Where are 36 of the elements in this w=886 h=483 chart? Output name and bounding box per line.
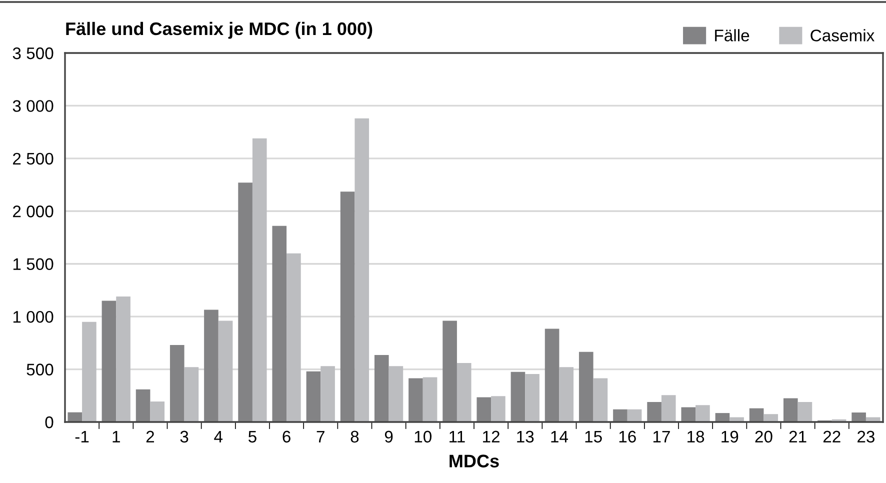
x-tick-label: 1 [112, 430, 120, 442]
x-tick-label: 4 [214, 430, 223, 442]
y-tick-label: 1 500 [13, 258, 54, 270]
y-tick-label: 0 [45, 416, 54, 428]
y-tick-label: 2 000 [13, 206, 54, 218]
chart-title: Fälle und Casemix je MDC (in 1 000) [66, 22, 372, 39]
x-tick-label: 8 [350, 430, 359, 443]
x-tick-label: 3 [180, 430, 188, 443]
x-tick-label: 11 [450, 430, 465, 442]
legend-label: Casemix [810, 29, 874, 42]
x-tick-label: 17 [653, 430, 670, 442]
x-tick-label: 19 [722, 430, 738, 443]
x-tick-label: 2 [146, 430, 154, 442]
y-tick-label: 500 [26, 364, 54, 376]
x-axis-title: MDCs [450, 454, 499, 468]
x-tick-label: 9 [384, 430, 393, 443]
x-tick-label: 5 [248, 430, 256, 443]
x-tick-label: 20 [755, 430, 772, 443]
x-tick-label: 13 [517, 430, 534, 443]
y-tick-label: 1 000 [13, 310, 54, 323]
x-tick-label: 23 [858, 430, 874, 443]
x-tick-label: 22 [823, 430, 840, 442]
y-tick-label: 3 000 [12, 100, 54, 112]
x-tick-label: -1 [75, 430, 89, 442]
y-tick-label: 2 500 [13, 152, 54, 165]
x-tick-label: 7 [316, 430, 324, 442]
y-tick-label: 3 500 [12, 47, 54, 60]
x-tick-label: 21 [789, 430, 806, 442]
x-tick-label: 14 [551, 430, 568, 442]
x-tick-label: 18 [688, 430, 704, 443]
x-tick-label: 6 [282, 430, 290, 443]
x-tick-label: 12 [483, 430, 500, 442]
x-tick-label: 10 [414, 430, 432, 443]
legend-label: Fälle [715, 29, 750, 42]
x-tick-label: 15 [585, 430, 602, 443]
x-tick-label: 16 [619, 430, 636, 443]
